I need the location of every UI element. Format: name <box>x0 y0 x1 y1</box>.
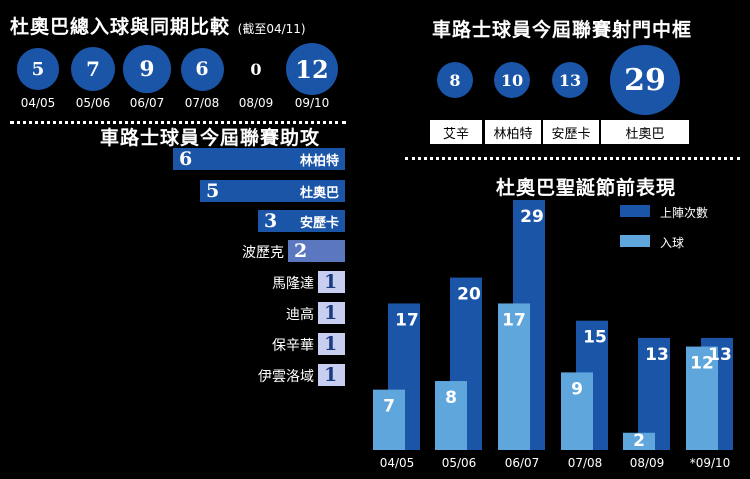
goals-compare-subtitle: (截至04/11) <box>237 22 306 36</box>
shots-player-label: 艾辛 <box>430 120 482 144</box>
assist-player: 林柏特 <box>299 153 339 169</box>
legend-goals-label: 入球 <box>660 236 685 250</box>
appearances-value: 20 <box>457 285 481 305</box>
assist-value: 5 <box>206 180 220 202</box>
goals-bar <box>373 389 405 450</box>
season-label: 05/06 <box>75 96 111 110</box>
season-label: 09/10 <box>294 96 330 110</box>
assist-bar: 2 <box>288 240 345 262</box>
season-tick: 07/08 <box>568 456 603 470</box>
appearances-bar <box>638 337 670 450</box>
goals-compare-title-text: 杜奧巴總入球與同期比較 <box>10 16 231 38</box>
assist-value: 3 <box>264 210 278 232</box>
assist-player: 波歷克 <box>242 245 284 261</box>
shots-circle: 8 <box>437 62 473 98</box>
divider-left <box>10 121 346 124</box>
appearances-value: 15 <box>583 328 607 348</box>
goals-value: 12 <box>690 354 714 374</box>
season-tick: *09/10 <box>690 456 731 470</box>
season-label: 08/09 <box>238 96 274 110</box>
shots-circle: 10 <box>494 62 530 98</box>
divider-right <box>405 157 740 160</box>
season-tick: 04/05 <box>380 456 415 470</box>
goals-circle: 5 <box>17 48 59 90</box>
assist-bar: 1 <box>318 364 345 386</box>
goals-bar <box>435 381 467 450</box>
appearances-value: 13 <box>645 345 669 365</box>
goals-value: 9 <box>571 379 583 399</box>
shots-player-label: 杜奧巴 <box>601 120 689 144</box>
shots-player-label: 林柏特 <box>485 120 541 144</box>
assist-value: 2 <box>294 240 308 262</box>
legend-goals-swatch <box>620 235 650 247</box>
goals-value: 0 <box>250 59 262 79</box>
season-label: 06/07 <box>129 96 165 110</box>
shots-circle: 13 <box>552 62 588 98</box>
season-tick: 06/07 <box>505 456 540 470</box>
shots-player-label: 安歷卡 <box>543 120 599 144</box>
shots-title: 車路士球員今屆聯賽射門中框 <box>432 19 693 41</box>
season-label: 04/05 <box>20 96 56 110</box>
season-tick: 05/06 <box>442 456 477 470</box>
assist-bar: 1 <box>318 271 345 293</box>
appearances-value: 17 <box>395 310 419 330</box>
assist-player: 杜奧巴 <box>299 185 339 201</box>
goals-bar <box>686 346 718 450</box>
appearances-value: 29 <box>520 207 544 227</box>
legend-appearances-label: 上陣次數 <box>660 206 709 220</box>
season-label: 07/08 <box>184 96 220 110</box>
assist-bar: 6 林柏特 <box>173 148 345 170</box>
legend-appearances-swatch <box>620 205 650 217</box>
goals-bar <box>561 372 593 450</box>
goals-circle: 9 <box>123 45 171 93</box>
goals-circle: 12 <box>286 43 338 95</box>
goals-circle: 6 <box>180 47 224 91</box>
assist-bar: 5 杜奧巴 <box>200 180 345 202</box>
christmas-title: 杜奧巴聖誕節前表現 <box>496 177 677 199</box>
assist-player: 迪高 <box>286 307 314 323</box>
assist-player: 保辛華 <box>272 338 314 354</box>
assist-player: 馬隆達 <box>272 276 314 292</box>
assist-value: 6 <box>179 148 193 170</box>
goals-value: 7 <box>383 397 395 417</box>
assist-value: 1 <box>324 333 338 355</box>
season-tick: 08/09 <box>630 456 665 470</box>
assist-player: 安歷卡 <box>299 215 339 231</box>
assist-player: 伊雲洛域 <box>258 369 314 385</box>
assist-value: 1 <box>324 271 338 293</box>
goals-bar <box>498 303 530 450</box>
assist-value: 1 <box>324 364 338 386</box>
goals-value: 2 <box>633 431 645 451</box>
goals-compare-title: 杜奧巴總入球與同期比較 (截至04/11) <box>10 12 306 39</box>
goals-circle: 7 <box>70 46 116 92</box>
assists-title: 車路士球員今屆聯賽助攻 <box>100 127 321 149</box>
goals-value: 8 <box>445 388 457 408</box>
goals-bar <box>623 432 655 450</box>
assist-bar: 1 <box>318 302 345 324</box>
assist-value: 1 <box>324 302 338 324</box>
goals-value: 17 <box>502 310 526 330</box>
assist-bar: 1 <box>318 333 345 355</box>
shots-circle: 29 <box>610 45 680 115</box>
appearances-value: 13 <box>708 345 732 365</box>
assist-bar: 3 安歷卡 <box>258 210 345 232</box>
